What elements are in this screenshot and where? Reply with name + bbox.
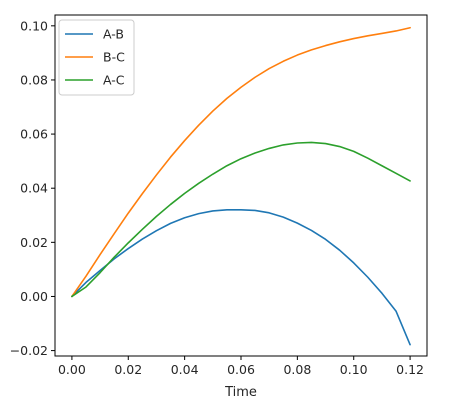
y-tick-label: 0.08 bbox=[20, 72, 48, 87]
legend-entry-label: B-C bbox=[103, 50, 125, 65]
y-tick-label: 0.06 bbox=[20, 127, 48, 142]
x-tick-label: 0.08 bbox=[283, 362, 311, 377]
y-tick-label: −0.02 bbox=[10, 343, 48, 358]
x-tick-label: 0.06 bbox=[227, 362, 255, 377]
y-tick-label: 0.00 bbox=[20, 289, 48, 304]
legend: A-B B-C A-C bbox=[58, 19, 135, 96]
y-tick-label: 0.02 bbox=[20, 235, 48, 250]
plot-frame bbox=[54, 14, 428, 357]
series-line-b-c bbox=[71, 26, 411, 298]
series-layer bbox=[71, 26, 411, 346]
legend-frame bbox=[58, 19, 135, 96]
series-line-a-c bbox=[71, 141, 411, 298]
y-tick-label: 0.04 bbox=[20, 181, 48, 196]
x-tick-label: 0.12 bbox=[396, 362, 424, 377]
x-tick-label: 0.00 bbox=[58, 362, 86, 377]
y-tick-label: 0.10 bbox=[20, 18, 48, 33]
series-line-a-b bbox=[71, 209, 411, 346]
legend-entry-label: A-B bbox=[103, 27, 124, 42]
legend-entry-label: A-C bbox=[103, 73, 125, 88]
x-axis-label: Time bbox=[224, 385, 257, 400]
x-tick-label: 0.10 bbox=[340, 362, 368, 377]
x-tick-label: 0.04 bbox=[171, 362, 199, 377]
axes-layer: 0.00 0.02 0.04 0.06 0.08 0.10 0.12 −0.02 0.00 0.0… bbox=[10, 18, 424, 377]
x-tick-label: 0.02 bbox=[114, 362, 142, 377]
